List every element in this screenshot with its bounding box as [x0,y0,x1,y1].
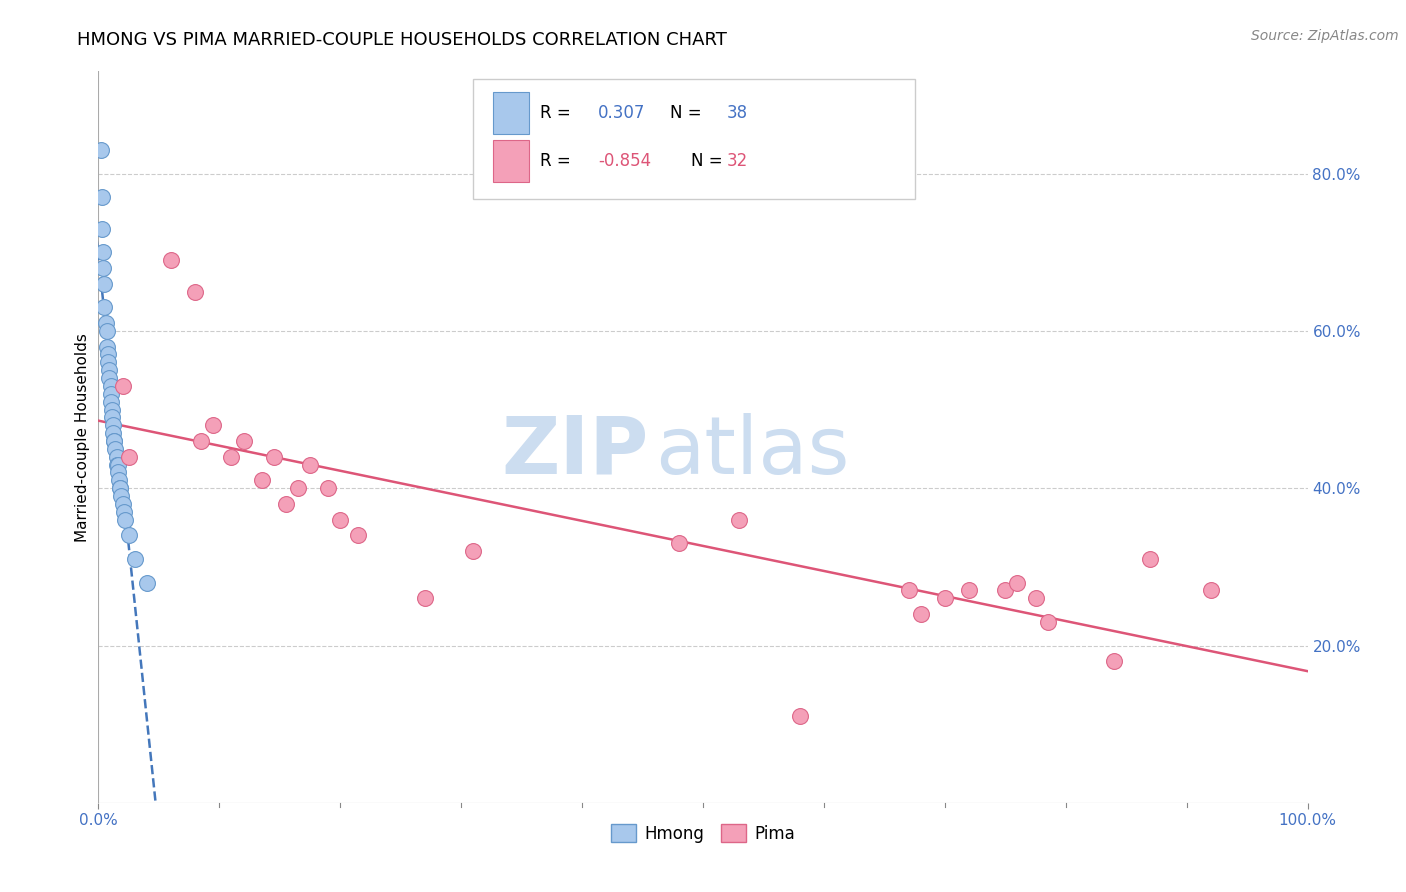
Point [274,497,297,511]
Point [94,316,117,330]
Point [110,489,132,503]
Point [111,497,134,511]
Point [91,245,114,260]
Point [910,607,932,621]
Text: Source: ZipAtlas.com: Source: ZipAtlas.com [1251,29,1399,43]
Point [413,591,436,606]
Point [897,583,920,598]
Point [103,434,125,448]
Point [329,513,352,527]
Point [135,575,157,590]
Point [1102,654,1125,668]
Point [91,190,114,204]
Point [107,458,129,472]
Point [90,143,112,157]
Text: 0.307: 0.307 [598,104,645,122]
Point [108,473,131,487]
Point [103,434,125,448]
Point [100,394,122,409]
Point [98,371,121,385]
Point [108,481,131,495]
Y-axis label: Married-couple Households: Married-couple Households [75,333,90,541]
Point [108,481,131,495]
Point [202,418,225,433]
Point [1199,583,1222,598]
Point [1007,575,1029,590]
Point [91,260,114,275]
Point [100,402,122,417]
Point [112,505,135,519]
Point [96,340,118,354]
Point [728,513,751,527]
Text: ZIP: ZIP [502,413,648,491]
Point [91,221,114,235]
Point [347,528,370,542]
Point [1024,591,1046,606]
Point [100,410,122,425]
Point [114,513,136,527]
Point [124,552,146,566]
Point [232,434,254,448]
Point [105,450,128,464]
Point [104,442,127,456]
Legend: Hmong, Pima: Hmong, Pima [605,818,801,849]
Text: R =: R = [540,153,576,170]
Point [101,426,124,441]
Point [118,450,141,464]
FancyBboxPatch shape [492,140,529,182]
Point [316,481,339,495]
Text: R =: R = [540,104,576,122]
Point [994,583,1017,598]
Point [97,355,120,369]
Point [98,363,121,377]
Text: 38: 38 [727,104,748,122]
Point [668,536,690,550]
Point [1139,552,1161,566]
Point [263,450,285,464]
Text: atlas: atlas [655,413,849,491]
Text: -0.854: -0.854 [598,153,651,170]
Point [160,253,183,268]
Point [93,277,115,291]
Point [184,285,207,299]
Point [221,450,243,464]
Text: HMONG VS PIMA MARRIED-COUPLE HOUSEHOLDS CORRELATION CHART: HMONG VS PIMA MARRIED-COUPLE HOUSEHOLDS … [77,31,727,49]
Text: 32: 32 [727,153,748,170]
FancyBboxPatch shape [492,92,529,134]
Point [100,387,122,401]
Point [101,418,124,433]
Point [190,434,212,448]
Point [789,709,811,723]
Point [934,591,956,606]
Point [463,544,485,558]
Text: N =: N = [690,153,728,170]
Point [93,301,115,315]
Point [111,379,134,393]
Point [97,347,120,361]
Point [96,324,118,338]
Point [105,458,128,472]
Point [287,481,309,495]
Point [1036,615,1059,629]
Point [299,458,322,472]
Text: N =: N = [671,104,707,122]
FancyBboxPatch shape [474,78,915,200]
Point [250,473,273,487]
Point [100,379,122,393]
Point [118,528,141,542]
Point [957,583,980,598]
Point [107,466,129,480]
